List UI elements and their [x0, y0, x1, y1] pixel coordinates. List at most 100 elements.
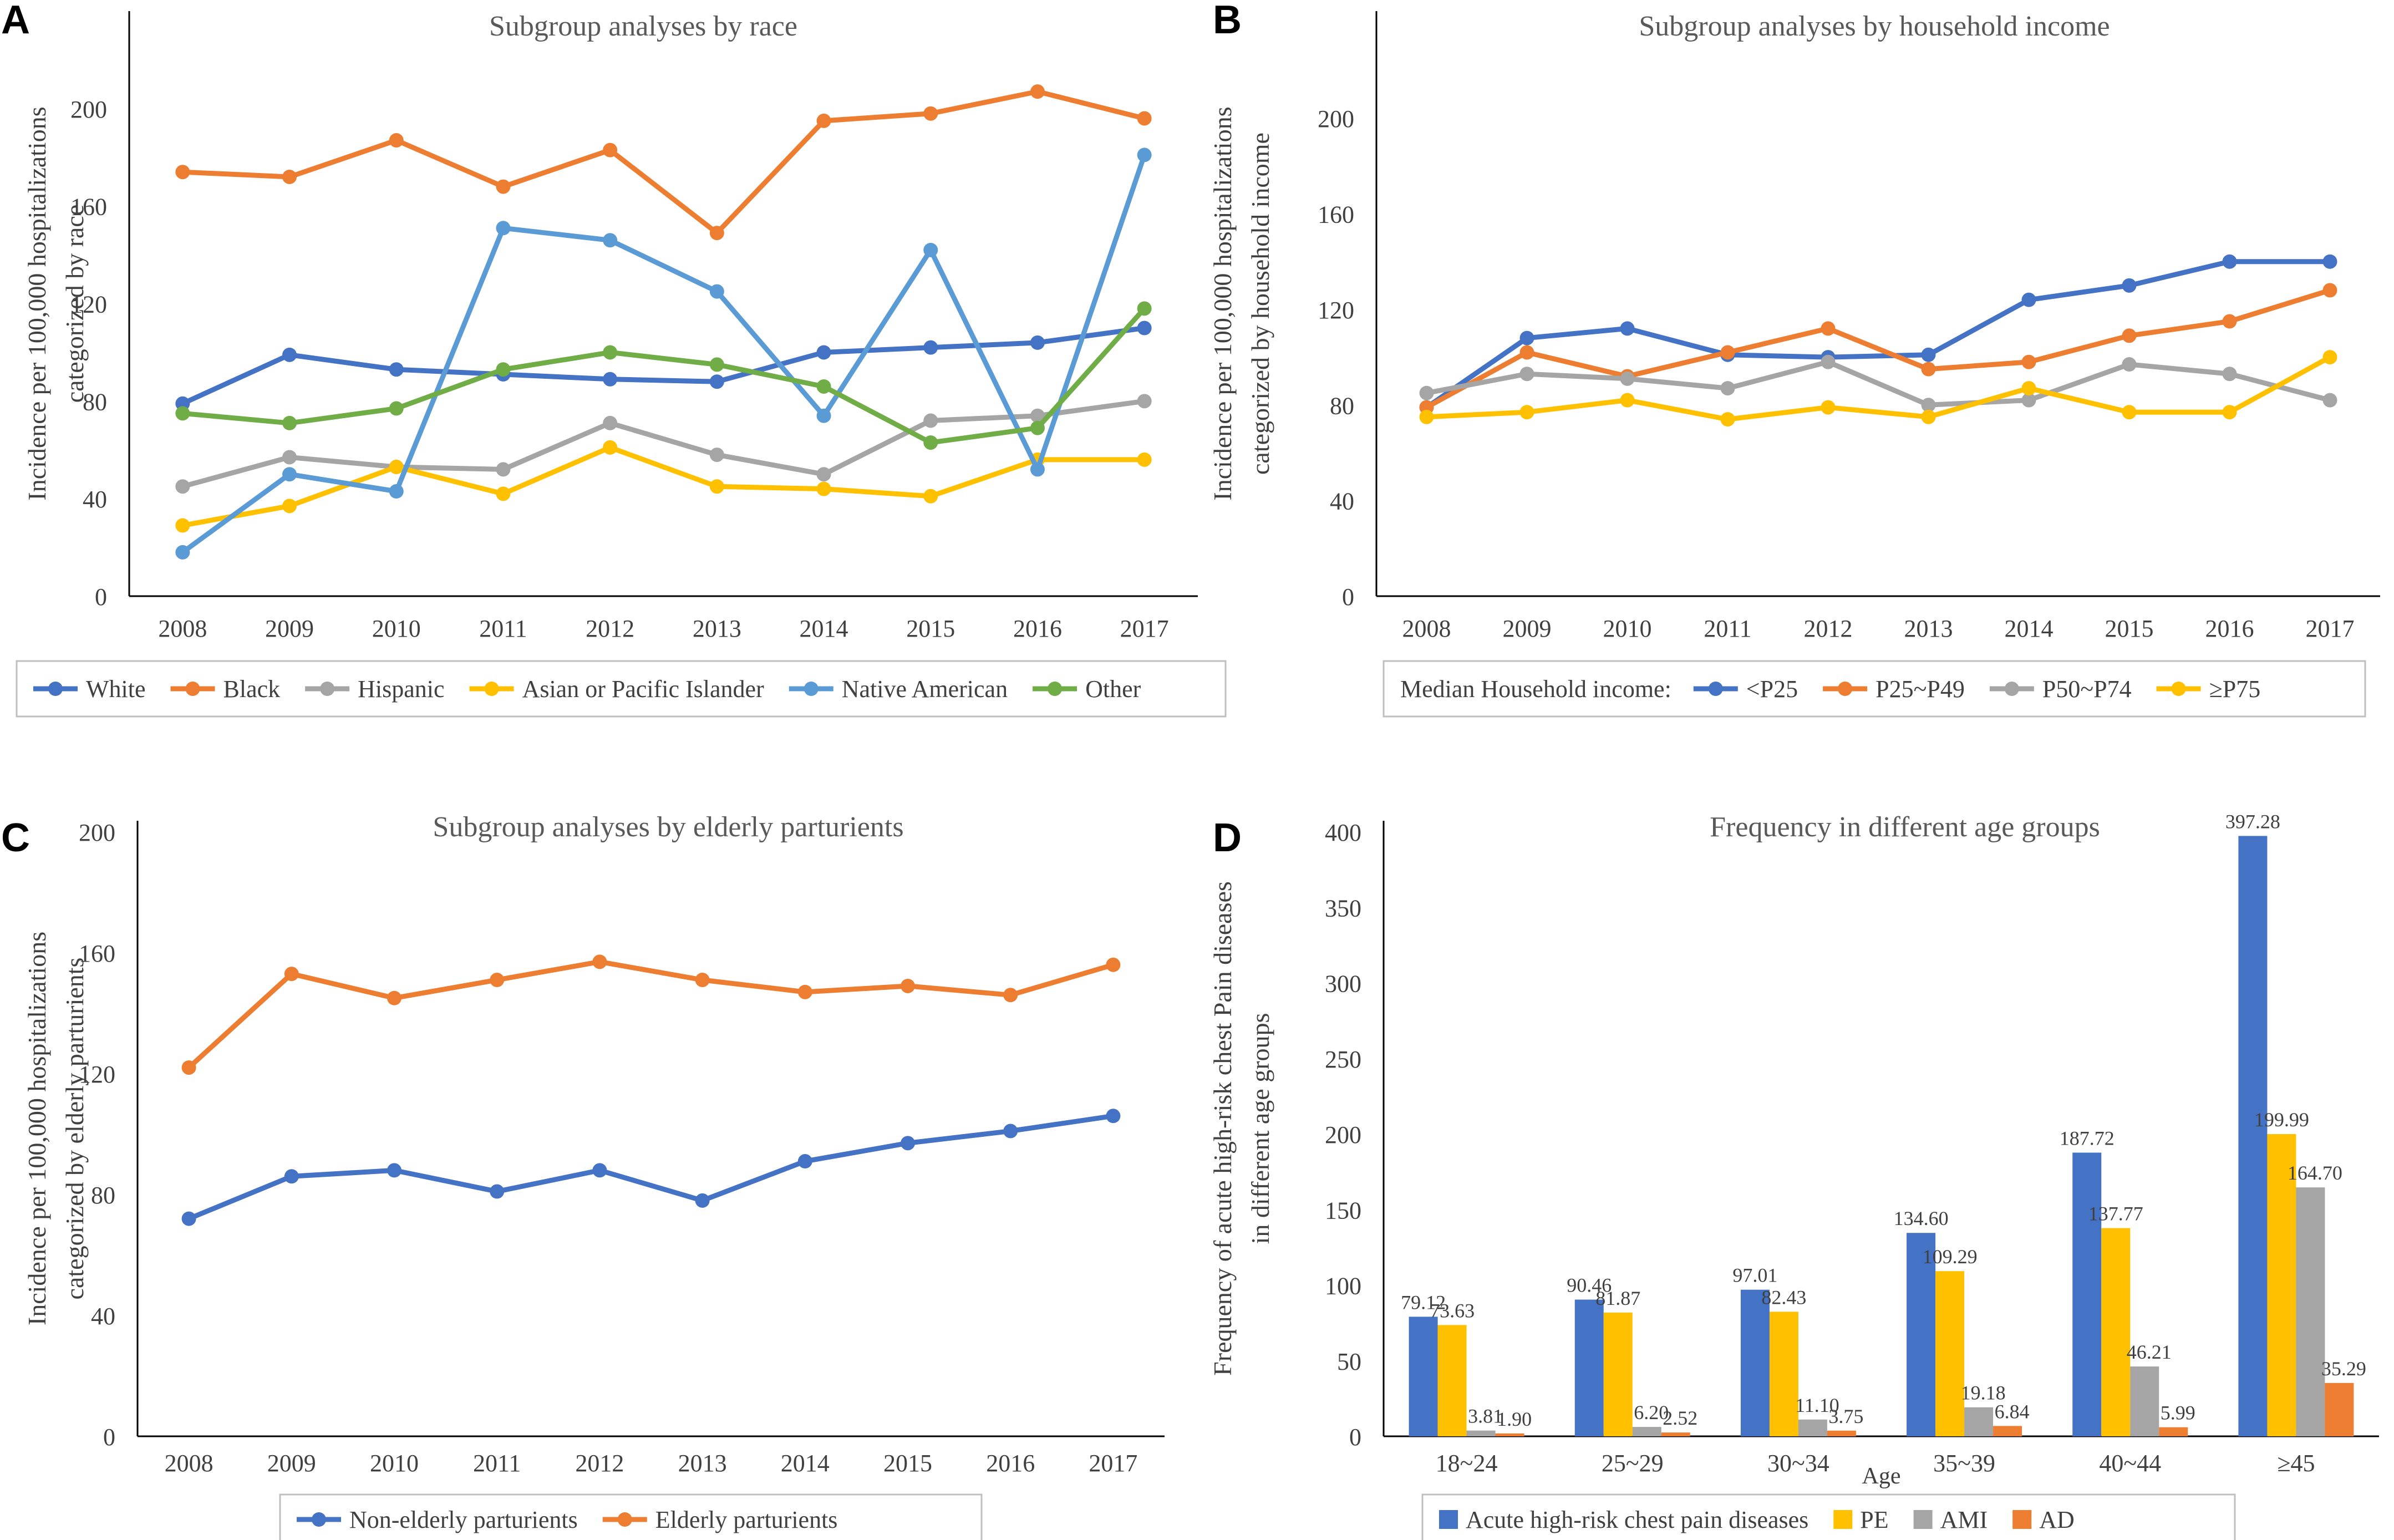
bar [2101, 1228, 2131, 1436]
chart-panel-a: A Subgroup analyses by race 0 40 80 120 160 200… [1, 0, 1227, 718]
x-tick-label: 2013 [693, 615, 741, 642]
x-tick-label: 2011 [473, 1450, 521, 1477]
bar [1769, 1312, 1798, 1436]
data-point [923, 106, 938, 121]
x-tick-label: 2016 [986, 1450, 1035, 1477]
y-tick-label: 80 [1330, 392, 1354, 419]
data-point [1030, 420, 1045, 435]
data-point [901, 1136, 915, 1151]
y-tick-label: 80 [83, 388, 107, 415]
series-line-1 [1425, 288, 2331, 410]
y-tick-label: 400 [1325, 819, 1361, 846]
x-tick-label: 2015 [2105, 615, 2154, 642]
x-tick-label: 40~44 [2099, 1450, 2161, 1477]
data-point [387, 1163, 401, 1178]
data-point [496, 362, 511, 377]
data-point [2322, 254, 2337, 269]
series-line-2 [182, 398, 1145, 489]
data-point [175, 518, 190, 533]
y-tick-label: 40 [91, 1303, 115, 1330]
data-point [816, 408, 831, 423]
data-point [2322, 283, 2337, 298]
data-point [816, 113, 831, 128]
data-point [2122, 328, 2137, 343]
data-point [2122, 278, 2137, 293]
x-tick-label: 2011 [1704, 615, 1751, 642]
chart-title: Frequency in different age groups [1710, 811, 2100, 843]
legend-marker [484, 682, 499, 696]
x-tick-label: ≥45 [2277, 1450, 2315, 1477]
x-tick-label: 2008 [165, 1450, 214, 1477]
data-point [175, 479, 190, 494]
legend-label: ≥P75 [2209, 675, 2261, 703]
data-point [797, 984, 812, 999]
data-point [1620, 393, 1635, 408]
x-tick-label: 2008 [1402, 615, 1451, 642]
legend-label: White [86, 675, 146, 703]
data-point [1137, 111, 1152, 126]
y-tick-label: 200 [70, 96, 107, 123]
data-label: 35.29 [2321, 1358, 2366, 1380]
legend-label: Hispanic [358, 675, 444, 703]
data-label: 3.81 [1468, 1405, 1503, 1427]
data-point [923, 340, 938, 355]
legend-swatch [2012, 1510, 2032, 1529]
y-tick-label: 200 [1325, 1121, 1361, 1148]
legend-label: P50~P74 [2042, 675, 2132, 703]
data-point [389, 133, 404, 148]
data-point [603, 372, 618, 387]
x-tick-label: 2017 [2306, 615, 2355, 642]
data-point [1003, 988, 1018, 1003]
data-point [490, 973, 505, 988]
data-point [603, 415, 618, 430]
data-point [923, 489, 938, 504]
legend-label: Asian or Pacific Islander [522, 675, 765, 703]
legend-swatch [1439, 1510, 1458, 1529]
x-tick-label: 2016 [1013, 615, 1062, 642]
panel-letter: D [1213, 816, 1242, 860]
data-point [1419, 385, 1434, 400]
x-axis-label: Age [1862, 1463, 1901, 1489]
data-label: 3.75 [1828, 1405, 1863, 1427]
x-tick-label: 25~29 [1602, 1450, 1664, 1477]
chart-title: Subgroup analyses by race [489, 11, 797, 42]
data-label: 79.12 [1401, 1291, 1446, 1313]
data-label: 199.99 [2254, 1109, 2309, 1131]
x-tick-label: 2014 [781, 1450, 830, 1477]
series-line-4 [181, 154, 1147, 555]
bar [1603, 1312, 1633, 1436]
series-line-3 [1426, 355, 2331, 422]
data-point [816, 481, 831, 496]
data-point [1821, 321, 1836, 336]
data-point [2021, 381, 2036, 396]
y-axis-label-line: Incidence per 100,000 hospitalizations [23, 106, 51, 500]
series-line-0 [181, 326, 1145, 406]
data-point [1720, 412, 1735, 427]
panel-letter: B [1213, 0, 1242, 42]
data-point [282, 450, 297, 465]
bar [1661, 1432, 1690, 1436]
data-label: 97.01 [1732, 1264, 1777, 1287]
data-point [695, 1193, 710, 1208]
y-tick-label: 80 [91, 1182, 115, 1209]
data-label: 164.70 [2288, 1162, 2342, 1184]
legend-label: AMI [1940, 1506, 1988, 1533]
legend-label: Other [1085, 675, 1141, 703]
legend-box [16, 660, 1227, 718]
data-point [282, 415, 297, 430]
legend-marker [312, 1512, 326, 1527]
legend-marker [2004, 682, 2019, 696]
legend-swatch [1833, 1510, 1853, 1529]
data-point [1106, 957, 1121, 972]
bar [1437, 1325, 1467, 1436]
legend-label: Native American [842, 675, 1008, 703]
legend-marker [1838, 682, 1853, 696]
y-axis-label: Incidence per 100,000 hospitalizations ca… [23, 932, 89, 1325]
data-point [1519, 345, 1534, 360]
data-point [1821, 354, 1836, 369]
y-axis-label-line: categorized by race [60, 205, 89, 403]
legend-label: Non-elderly parturients [349, 1506, 578, 1533]
y-tick-label: 120 [70, 291, 107, 318]
bar [2130, 1366, 2159, 1436]
data-point [389, 401, 404, 416]
